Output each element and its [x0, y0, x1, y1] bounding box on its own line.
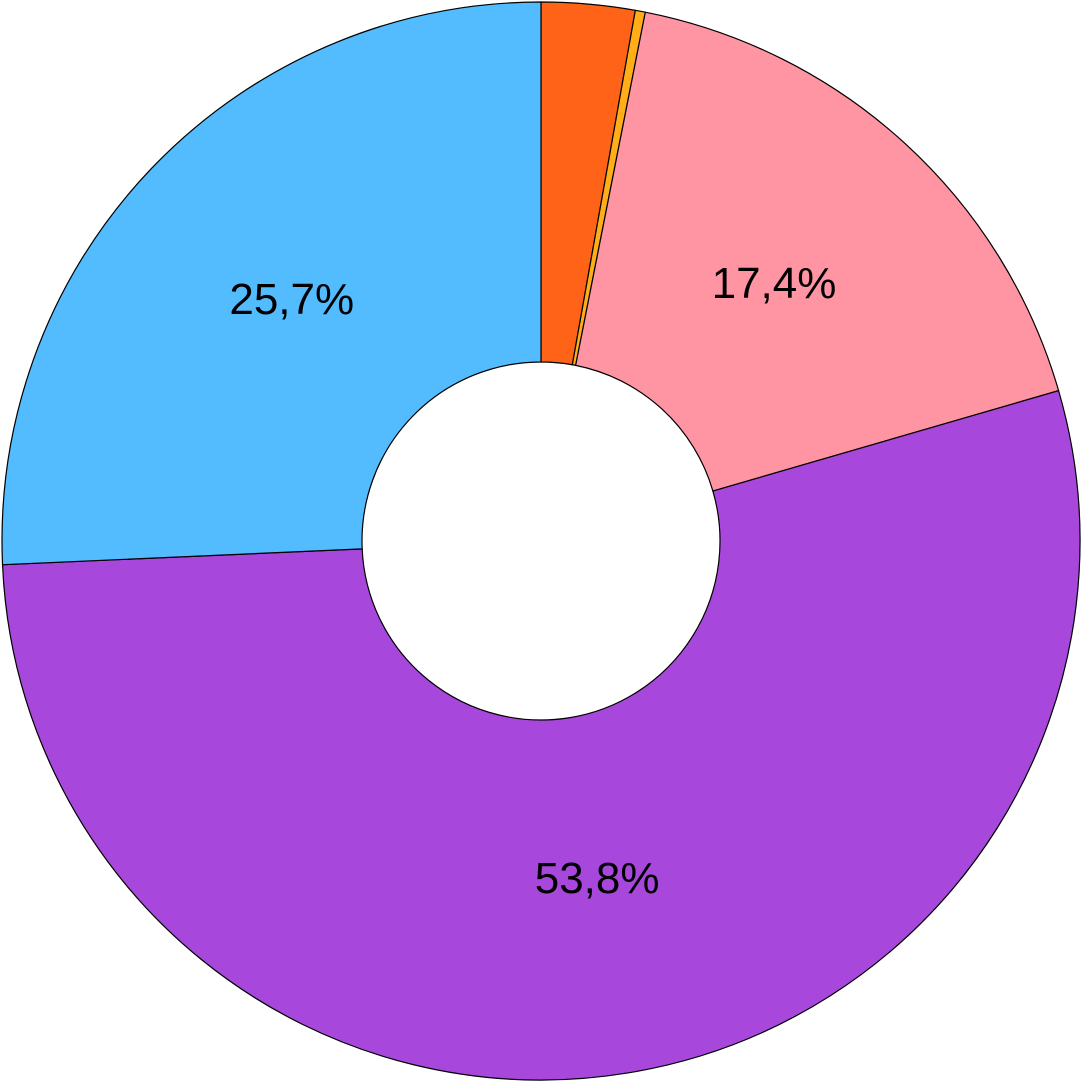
- slice-label: 17,4%: [712, 259, 837, 308]
- donut-slice: [1, 1, 542, 566]
- slice-label: 53,8%: [535, 854, 660, 903]
- slice-label: 25,7%: [229, 275, 354, 324]
- donut-slice: [574, 11, 1060, 492]
- donut-slice: [1, 389, 1081, 1081]
